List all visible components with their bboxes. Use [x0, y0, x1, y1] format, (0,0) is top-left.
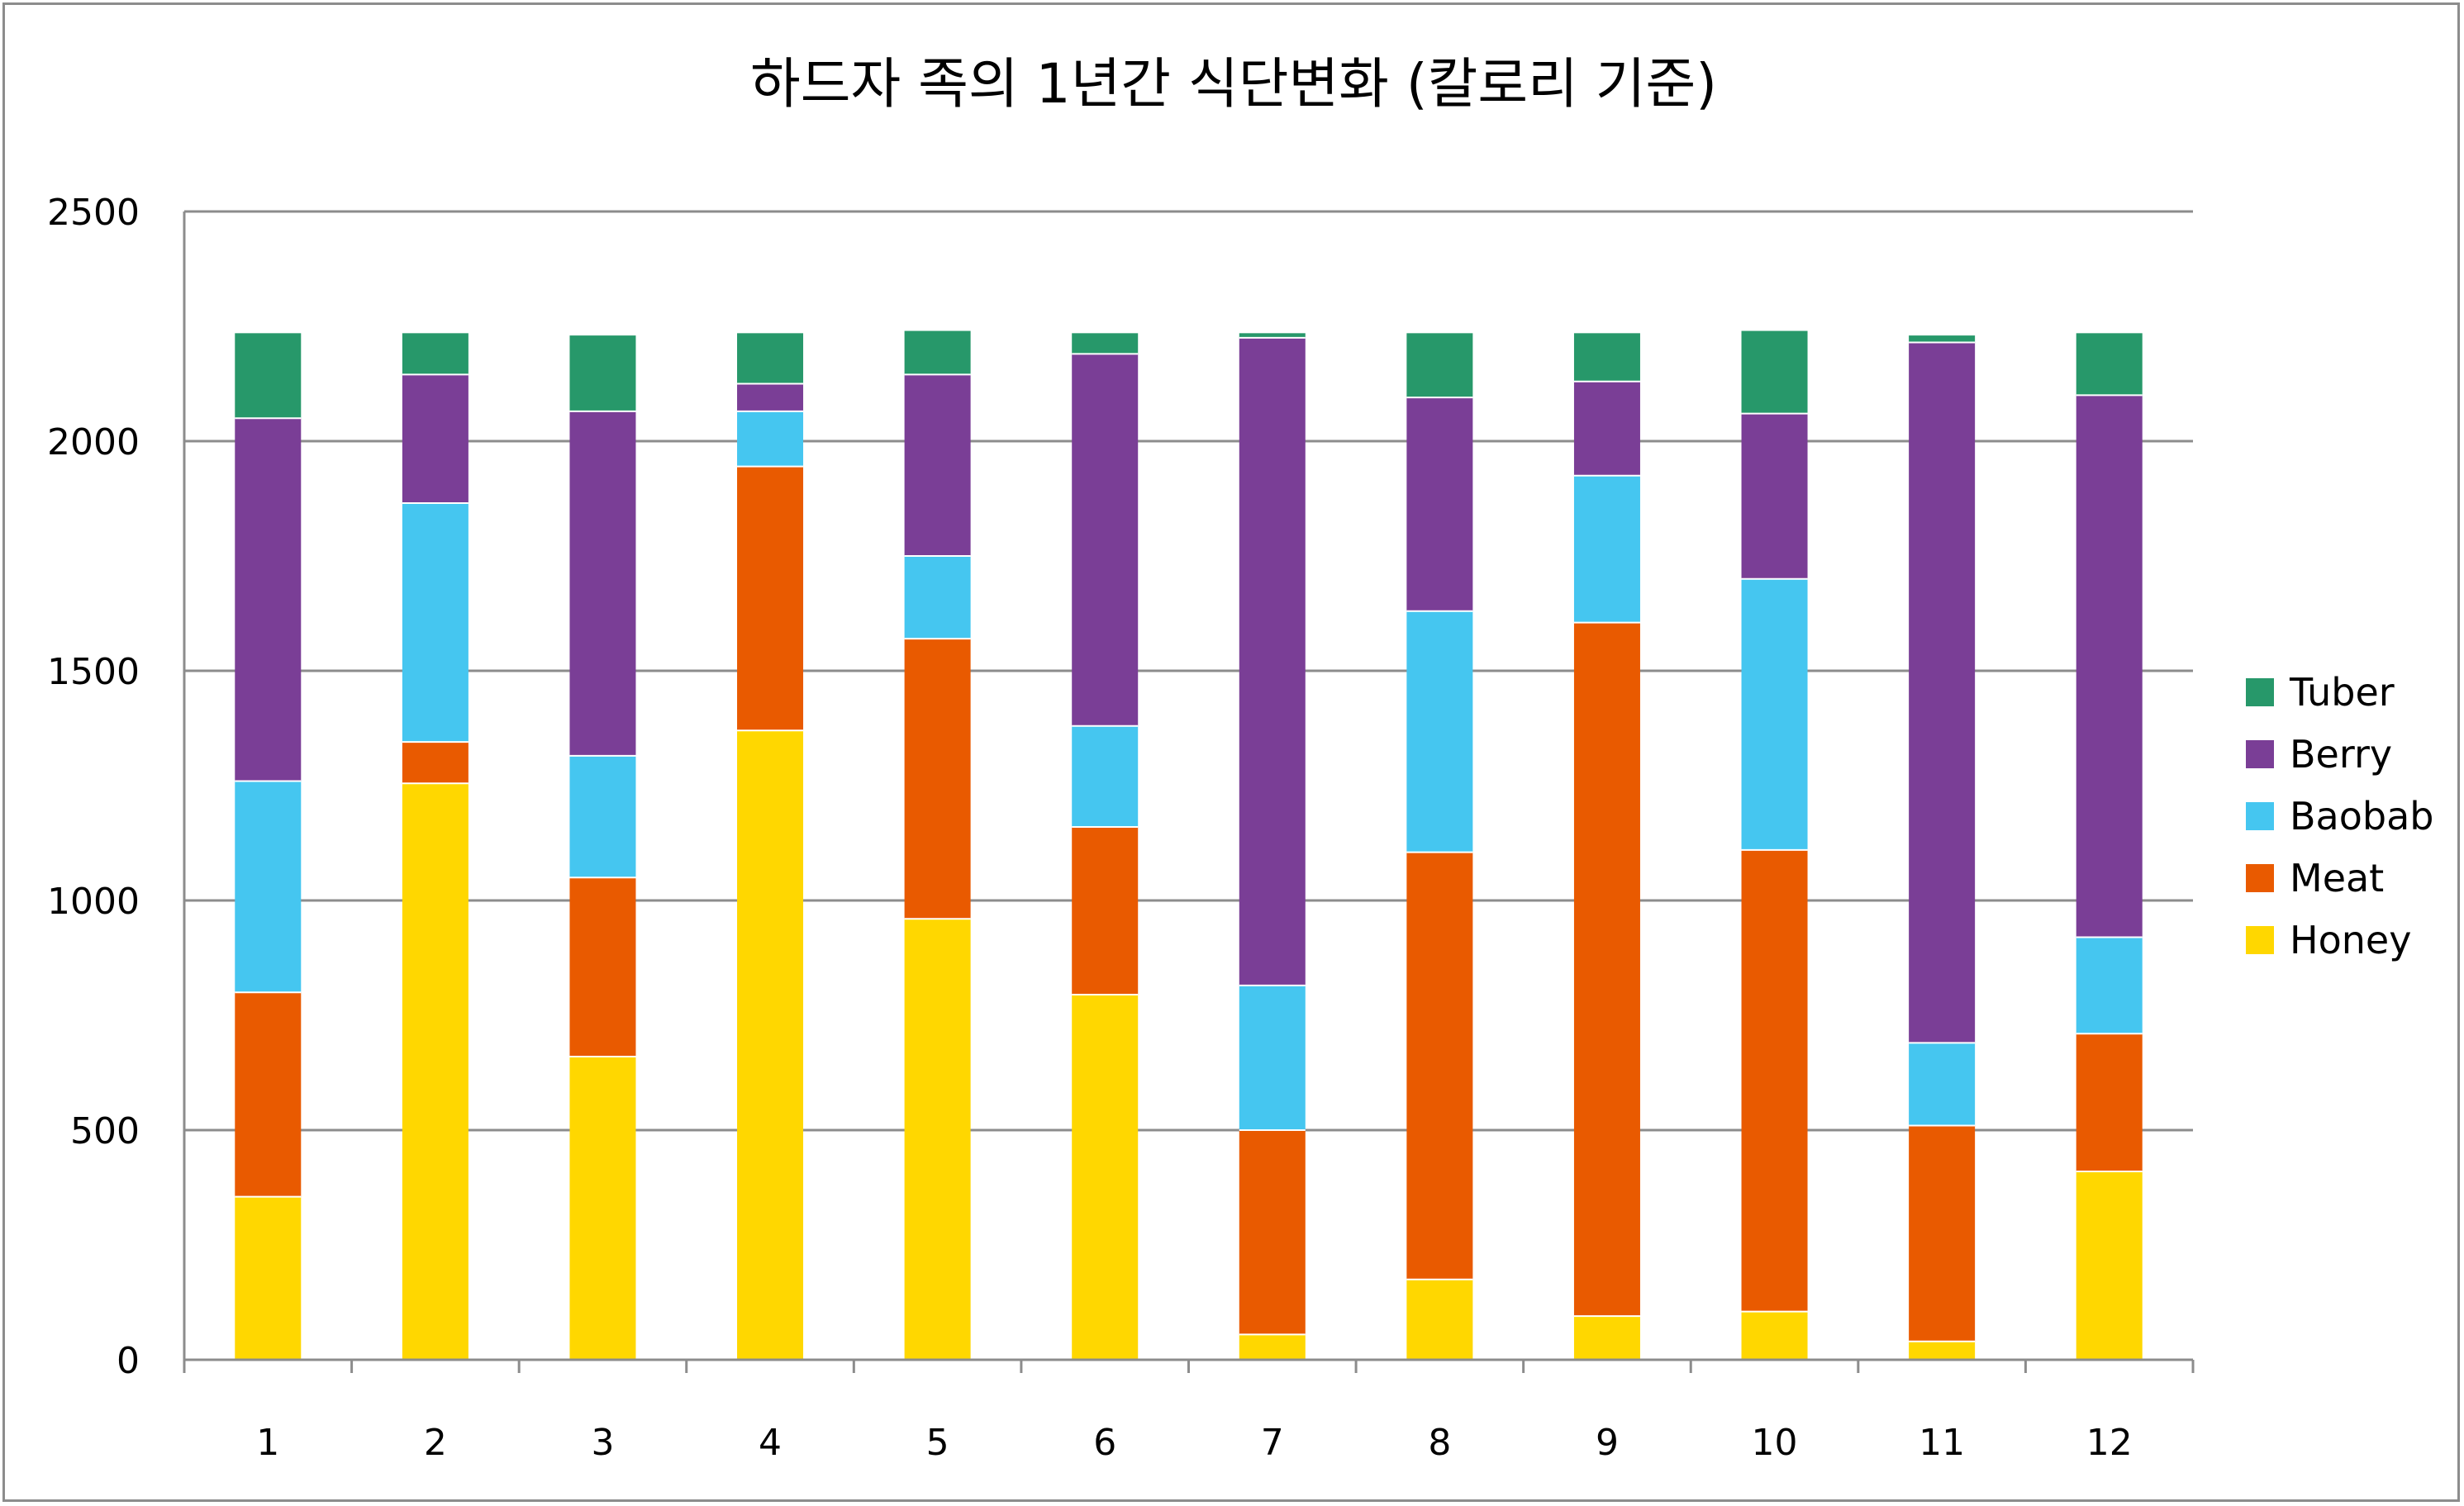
bar-tuber-11 — [1909, 335, 1976, 343]
legend-label-tuber: Tuber — [2289, 670, 2395, 715]
bar-tuber-10 — [1741, 330, 1808, 414]
bar-meat-3 — [569, 877, 636, 1057]
x-tick-label: 9 — [1596, 1422, 1619, 1464]
bar-tuber-6 — [1072, 333, 1139, 354]
legend-label-berry: Berry — [2290, 732, 2392, 777]
bar-tuber-3 — [569, 335, 636, 411]
bar-tuber-4 — [737, 333, 804, 384]
gridlines — [184, 210, 2193, 1132]
x-tick-label: 1 — [256, 1422, 279, 1464]
y-tick-label: 1000 — [47, 881, 140, 923]
bar-tuber-1 — [235, 333, 302, 419]
bar-meat-11 — [1909, 1125, 1976, 1342]
bar-meat-8 — [1406, 852, 1473, 1280]
bar-honey-2 — [402, 783, 469, 1360]
bar-berry-12 — [2076, 395, 2143, 938]
bar-honey-6 — [1072, 994, 1139, 1360]
bar-honey-4 — [737, 730, 804, 1360]
bar-meat-12 — [2076, 1033, 2143, 1172]
stacked-bar-chart: 하드자 족의 1년간 식단변화 (칼로리 기준) 0 500 1000 1500 200… — [47, 52, 2433, 1464]
bar-meat-6 — [1072, 827, 1139, 995]
bar-berry-6 — [1072, 354, 1139, 726]
bar-meat-5 — [904, 639, 971, 919]
bar-berry-4 — [737, 383, 804, 411]
y-tick-label: 2000 — [47, 421, 140, 463]
bar-baobab-1 — [235, 781, 302, 993]
bar-honey-1 — [235, 1196, 302, 1360]
bar-honey-11 — [1909, 1341, 1976, 1360]
bar-honey-10 — [1741, 1311, 1808, 1360]
bar-honey-8 — [1406, 1279, 1473, 1360]
legend-swatch-tuber — [2246, 678, 2274, 706]
legend-swatch-meat — [2246, 864, 2274, 892]
bar-tuber-9 — [1573, 333, 1640, 382]
x-tick-label: 10 — [1752, 1422, 1798, 1464]
bar-berry-9 — [1573, 381, 1640, 476]
bar-baobab-4 — [737, 411, 804, 467]
bar-berry-8 — [1406, 397, 1473, 611]
bar-honey-7 — [1239, 1334, 1306, 1360]
bar-meat-10 — [1741, 849, 1808, 1312]
bar-berry-7 — [1239, 337, 1306, 986]
bar-baobab-8 — [1406, 610, 1473, 853]
bars — [235, 330, 2143, 1360]
x-tick-label: 2 — [424, 1422, 447, 1464]
bar-tuber-5 — [904, 330, 971, 375]
x-tick-label: 3 — [591, 1422, 614, 1464]
x-tick-label: 12 — [2086, 1422, 2133, 1464]
y-tick-label: 1500 — [47, 651, 140, 693]
bar-tuber-2 — [402, 333, 469, 375]
x-tick-label: 8 — [1428, 1422, 1451, 1464]
bar-baobab-7 — [1239, 985, 1306, 1130]
bar-berry-2 — [402, 374, 469, 504]
bar-berry-11 — [1909, 342, 1976, 1043]
bar-baobab-6 — [1072, 725, 1139, 828]
bar-berry-3 — [569, 411, 636, 756]
bar-baobab-11 — [1909, 1043, 1976, 1126]
bar-meat-4 — [737, 466, 804, 731]
bar-meat-9 — [1573, 622, 1640, 1317]
x-tick-label: 5 — [926, 1422, 949, 1464]
legend-swatch-berry — [2246, 740, 2274, 768]
chart-title: 하드자 족의 1년간 식단변화 (칼로리 기준) — [750, 52, 1717, 116]
bar-baobab-3 — [569, 755, 636, 878]
bar-baobab-5 — [904, 556, 971, 639]
bar-honey-12 — [2076, 1171, 2143, 1360]
bar-honey-5 — [904, 919, 971, 1360]
bar-honey-3 — [569, 1057, 636, 1360]
x-tick-label: 4 — [759, 1422, 782, 1464]
legend-swatch-honey — [2246, 926, 2274, 954]
bar-berry-5 — [904, 374, 971, 556]
legend-label-meat: Meat — [2290, 856, 2384, 900]
bar-berry-1 — [235, 418, 302, 782]
bar-tuber-12 — [2076, 333, 2143, 396]
bar-meat-7 — [1239, 1130, 1306, 1335]
bar-berry-10 — [1741, 413, 1808, 579]
legend: Tuber Berry Baobab Meat Honey — [2246, 670, 2433, 962]
bar-baobab-9 — [1573, 475, 1640, 623]
bar-baobab-2 — [402, 503, 469, 743]
y-tick-label: 0 — [117, 1340, 140, 1382]
y-tick-label: 500 — [70, 1110, 140, 1152]
legend-swatch-baobab — [2246, 802, 2274, 830]
bar-tuber-8 — [1406, 333, 1473, 398]
y-tick-label: 2500 — [47, 192, 140, 234]
bar-tuber-7 — [1239, 333, 1306, 338]
x-tick-label: 6 — [1093, 1422, 1116, 1464]
bar-meat-1 — [235, 992, 302, 1197]
x-tick-label: 11 — [1919, 1422, 1965, 1464]
legend-label-honey: Honey — [2290, 918, 2411, 962]
bar-meat-2 — [402, 742, 469, 784]
bar-honey-9 — [1573, 1316, 1640, 1360]
bar-baobab-10 — [1741, 578, 1808, 850]
legend-label-baobab: Baobab — [2290, 794, 2433, 839]
bar-baobab-12 — [2076, 937, 2143, 1034]
x-tick-label: 7 — [1261, 1422, 1284, 1464]
